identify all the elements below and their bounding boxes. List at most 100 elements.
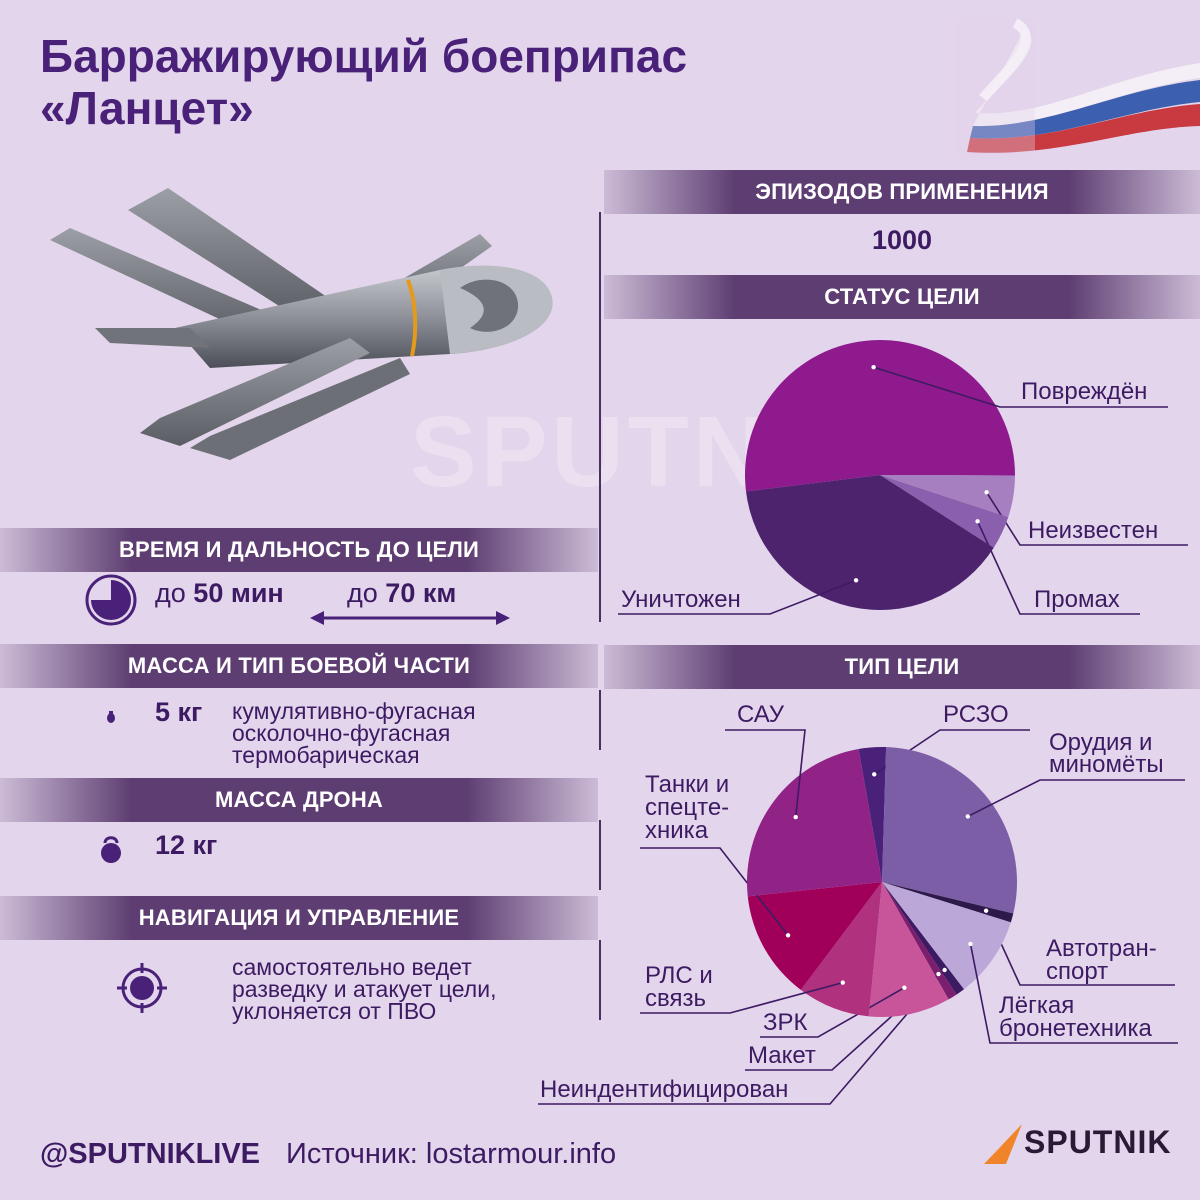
navigation-line: самостоятельно ведет — [232, 954, 472, 980]
range-number: 70 — [385, 578, 416, 608]
navigation-description: самостоятельно ведет разведку и атакует … — [232, 954, 497, 1024]
legend-label-damaged: Повреждён — [1021, 378, 1148, 405]
pie-slice-status-0 — [745, 340, 1015, 492]
range-value: до 70 км — [347, 578, 456, 609]
pie-slice-status-2 — [880, 475, 1009, 548]
pie-slice-type-1 — [882, 747, 1017, 914]
leader-line-type-3 — [969, 943, 1178, 1044]
range-unit: км — [422, 578, 457, 608]
leader-dot-type-9 — [793, 814, 798, 820]
section-header-target-status: СТАТУС ЦЕЛИ — [604, 275, 1200, 319]
time-number: 50 — [193, 578, 224, 608]
leader-dot-status-2 — [975, 519, 980, 524]
warhead-mass-value: 5 кг — [155, 697, 203, 727]
episodes-number: 1000 — [871, 225, 933, 255]
leader-dot-type-0 — [872, 772, 877, 777]
drone-mass: 12 кг — [155, 830, 217, 861]
clock-icon — [85, 574, 137, 626]
social-handle[interactable]: @SPUTNIKLIVE — [40, 1138, 261, 1170]
warhead-type: кумулятивно-фугасная — [232, 698, 476, 724]
legend-label-mlrs: РСЗО — [943, 701, 1009, 728]
leader-line-type-6 — [760, 986, 905, 1038]
leader-line-type-1 — [967, 779, 1185, 818]
time-prefix: до — [155, 578, 186, 608]
divider-line — [599, 212, 601, 622]
time-unit: мин — [230, 578, 284, 608]
section-header-drone-mass: МАССА ДРОНА — [0, 778, 598, 822]
legend-label-guns: Орудия и миномёты — [1049, 729, 1164, 778]
pie-slice-type-3 — [882, 882, 1011, 990]
pie-slice-type-9 — [746, 749, 882, 897]
pie-slice-status-1 — [880, 475, 1015, 518]
drone-illustration — [50, 188, 553, 460]
range-arrow-icon — [310, 611, 510, 625]
leader-dot-status-3 — [853, 578, 859, 583]
warhead-mass: 5 кг — [155, 697, 202, 728]
leader-dot-type-7 — [840, 980, 845, 985]
leader-dot-type-1 — [965, 814, 971, 819]
navigation-line: разведку и атакует цели, — [232, 976, 497, 1002]
pie-slice-type-8 — [747, 882, 882, 990]
kettlebell-icon — [101, 836, 121, 863]
leader-dot-type-2 — [983, 908, 989, 913]
legend-label-unknown: Неизвестен — [1028, 517, 1159, 544]
divider-line — [599, 820, 601, 890]
legend-label-miss: Промах — [1034, 586, 1120, 613]
range-prefix: до — [347, 578, 378, 608]
leader-dot-status-1 — [984, 490, 989, 495]
warhead-types: кумулятивно-фугасная осколочно-фугасная … — [232, 698, 476, 768]
legend-label-vehicles: Автотран- спорт — [1046, 935, 1157, 985]
navigation-line: уклоняется от ПВО — [232, 998, 437, 1024]
bomb-icon — [107, 711, 115, 723]
leader-line-status-2 — [976, 520, 1140, 615]
title-line-2: «Ланцет» — [40, 82, 254, 134]
leader-line-status-0 — [873, 366, 1168, 408]
leader-line-type-8 — [640, 847, 789, 936]
leader-dot-type-6 — [902, 985, 907, 990]
legend-label-light-armor: Лёгкая бронетехника — [999, 992, 1152, 1042]
sputnik-logo-icon — [984, 1124, 1022, 1164]
leader-dot-type-4 — [942, 967, 947, 973]
leader-dot-type-5 — [936, 971, 941, 977]
title-line-1: Барражирующий боеприпас — [40, 30, 688, 82]
leader-line-status-1 — [985, 491, 1188, 546]
legend-label-sau: САУ — [737, 701, 785, 728]
legend-label-unidentified: Неиндентифицирован — [540, 1076, 789, 1103]
pie-slice-type-4 — [882, 882, 964, 995]
section-header-episodes: ЭПИЗОДОВ ПРИМЕНЕНИЯ — [604, 170, 1200, 214]
sputnik-logo-text: SPUTNIK — [1024, 1124, 1172, 1160]
section-header-navigation: НАВИГАЦИЯ И УПРАВЛЕНИЕ — [0, 896, 598, 940]
time-value: до 50 мин — [155, 578, 284, 609]
leader-dot-type-3 — [968, 941, 973, 947]
section-header-target-type: ТИП ЦЕЛИ — [604, 645, 1200, 689]
divider-line — [599, 940, 601, 1020]
page-title: Барражирующий боеприпас «Ланцет» — [40, 30, 687, 134]
pie-slice-type-5 — [882, 882, 957, 1000]
warhead-type: осколочно-фугасная — [232, 720, 451, 746]
divider-line — [599, 690, 601, 750]
leader-line-type-7 — [640, 981, 843, 1014]
legend-label-tanks: Танки и спецте- хника — [645, 771, 730, 844]
leader-dot-type-8 — [785, 933, 791, 938]
drone-mass-value: 12 кг — [155, 830, 218, 860]
pie-slice-type-0 — [858, 746, 887, 882]
target-icon — [117, 963, 167, 1013]
source-credit: Источник: lostarmour.info — [286, 1138, 617, 1170]
pie-slice-type-2 — [882, 882, 1014, 923]
legend-label-sam: ЗРК — [763, 1009, 808, 1036]
warhead-type: термобарическая — [232, 742, 420, 768]
pie-slice-status-3 — [746, 475, 994, 610]
leader-dot-status-0 — [871, 364, 876, 370]
legend-label-decoy: Макет — [748, 1042, 816, 1069]
legend-label-destroyed: Уничтожен — [621, 586, 741, 613]
pie-slice-type-7 — [800, 882, 882, 1017]
episodes-value: 1000 — [604, 225, 1200, 256]
legend-label-radar: РЛС и связь — [645, 962, 713, 1012]
leader-line-type-9 — [725, 729, 806, 818]
section-header-time-range: ВРЕМЯ И ДАЛЬНОСТЬ ДО ЦЕЛИ — [0, 528, 598, 572]
pie-slice-type-6 — [868, 882, 949, 1017]
section-header-warhead: МАССА И ТИП БОЕВОЙ ЧАСТИ — [0, 644, 598, 688]
